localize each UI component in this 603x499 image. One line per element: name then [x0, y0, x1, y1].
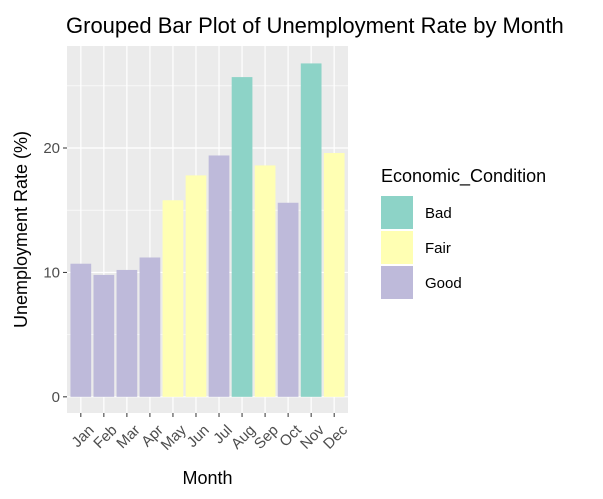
bar-nov	[300, 63, 322, 397]
x-tick-label-jun: Jun	[184, 422, 213, 451]
bar-dec	[323, 152, 345, 397]
legend-title: Economic_Condition	[381, 166, 546, 187]
bars	[70, 63, 345, 397]
legend-key-fair	[381, 231, 413, 264]
legend: Economic_Condition Bad Fair Good	[381, 166, 546, 299]
y-axis-title: Unemployment Rate (%)	[11, 131, 31, 328]
bar-oct	[277, 202, 299, 397]
y-axis: 0 10 20	[43, 140, 67, 406]
legend-label-good: Good	[425, 275, 462, 292]
chart-title: Grouped Bar Plot of Unemployment Rate by…	[66, 13, 564, 38]
x-axis-title: Month	[182, 468, 232, 488]
bar-jun	[185, 175, 207, 397]
bar-jul	[208, 155, 230, 397]
x-tick-label-dec: Dec	[320, 421, 351, 452]
bar-apr	[139, 257, 161, 397]
bar-aug	[231, 77, 253, 397]
legend-label-bad: Bad	[425, 205, 452, 222]
legend-key-bad	[381, 196, 413, 229]
bar-feb	[93, 274, 115, 397]
legend-key-good	[381, 266, 413, 299]
y-tick-label: 20	[43, 140, 60, 157]
legend-label-fair: Fair	[425, 240, 451, 257]
bar-may	[162, 200, 184, 397]
bar-jan	[70, 263, 92, 397]
bar-mar	[116, 269, 138, 397]
y-tick-label: 0	[52, 389, 60, 406]
bar-sep	[254, 165, 276, 397]
y-tick-label: 10	[43, 264, 60, 281]
